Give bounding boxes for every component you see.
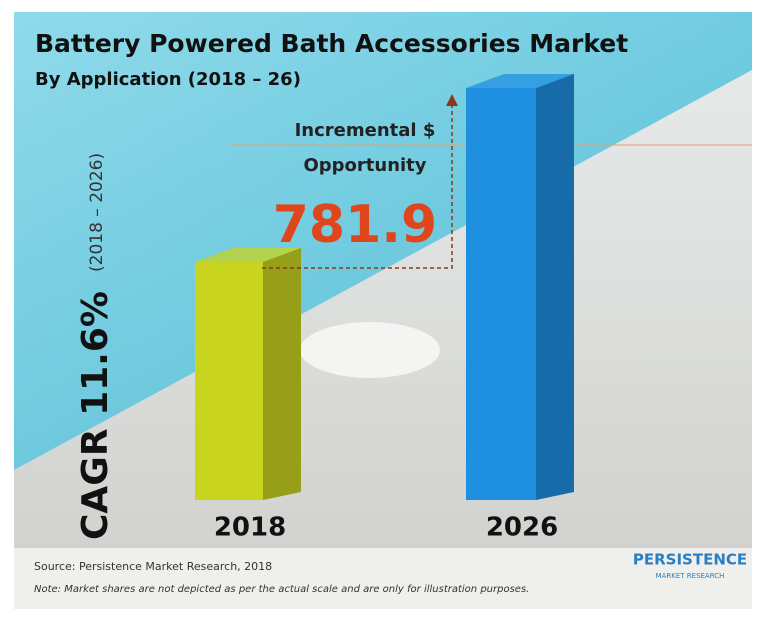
source: Source: Persistence Market Research, 201… <box>34 560 272 573</box>
cagr: CAGR 11.6% <box>75 291 116 540</box>
x-tick-label: 2026 <box>486 513 558 543</box>
annotation-value: 781.9 <box>273 195 437 255</box>
bar-front <box>466 88 536 500</box>
logo-tagline: MARKET RESEARCH <box>656 572 725 580</box>
bar-top <box>195 248 301 262</box>
chart-subtitle: By Application (2018 – 26) <box>35 69 301 90</box>
cagr-period: (2018 – 2026) <box>87 153 107 272</box>
growth-arrow <box>262 94 458 269</box>
logo-name: PERSISTENCE <box>633 551 747 569</box>
bar-side <box>536 74 574 500</box>
annotation-label: Opportunity <box>303 155 426 176</box>
decor-basin <box>300 322 440 378</box>
chart-title: Battery Powered Bath Accessories Market <box>35 29 628 58</box>
x-tick-label: 2018 <box>214 513 286 543</box>
bars <box>195 74 574 500</box>
bar-side <box>263 248 301 500</box>
annotation-label: Incremental $ <box>295 120 436 141</box>
bar-top <box>466 74 574 88</box>
note: Note: Market shares are not depicted as … <box>34 584 529 595</box>
footer-band <box>14 548 752 609</box>
bar-front <box>195 262 263 500</box>
